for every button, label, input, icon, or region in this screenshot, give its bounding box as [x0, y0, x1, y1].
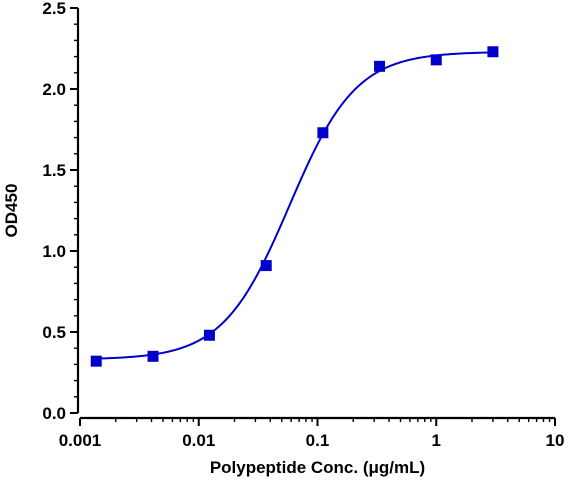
y-axis-title: OD450: [2, 184, 21, 238]
x-tick-label: 0.001: [59, 431, 102, 450]
x-axis: 0.001 0.01 0.1 1 10: [59, 416, 565, 450]
data-point: [430, 54, 442, 66]
data-point: [147, 350, 159, 362]
data-point: [203, 329, 215, 341]
data-points: [90, 46, 499, 367]
y-axis: 0.0 0.5 1.0 1.5 2.0 2.5: [42, 0, 80, 423]
data-point: [487, 46, 499, 58]
y-tick-label: 0.0: [42, 404, 66, 423]
y-tick-label: 1.0: [42, 242, 66, 261]
data-point: [374, 60, 386, 72]
x-tick-label: 1: [432, 431, 441, 450]
data-point: [90, 355, 102, 367]
y-tick-label: 1.5: [42, 161, 66, 180]
x-axis-title: Polypeptide Conc. (μg/mL): [210, 458, 425, 477]
fit-curve: [96, 51, 493, 360]
data-point: [260, 260, 272, 272]
data-point: [317, 127, 329, 139]
y-tick-label: 2.0: [42, 80, 66, 99]
x-tick-label: 0.01: [182, 431, 215, 450]
y-tick-label: 0.5: [42, 323, 66, 342]
x-tick-label: 0.1: [306, 431, 330, 450]
x-tick-label: 10: [546, 431, 565, 450]
y-tick-label: 2.5: [42, 0, 66, 18]
plot-area: [90, 46, 499, 367]
